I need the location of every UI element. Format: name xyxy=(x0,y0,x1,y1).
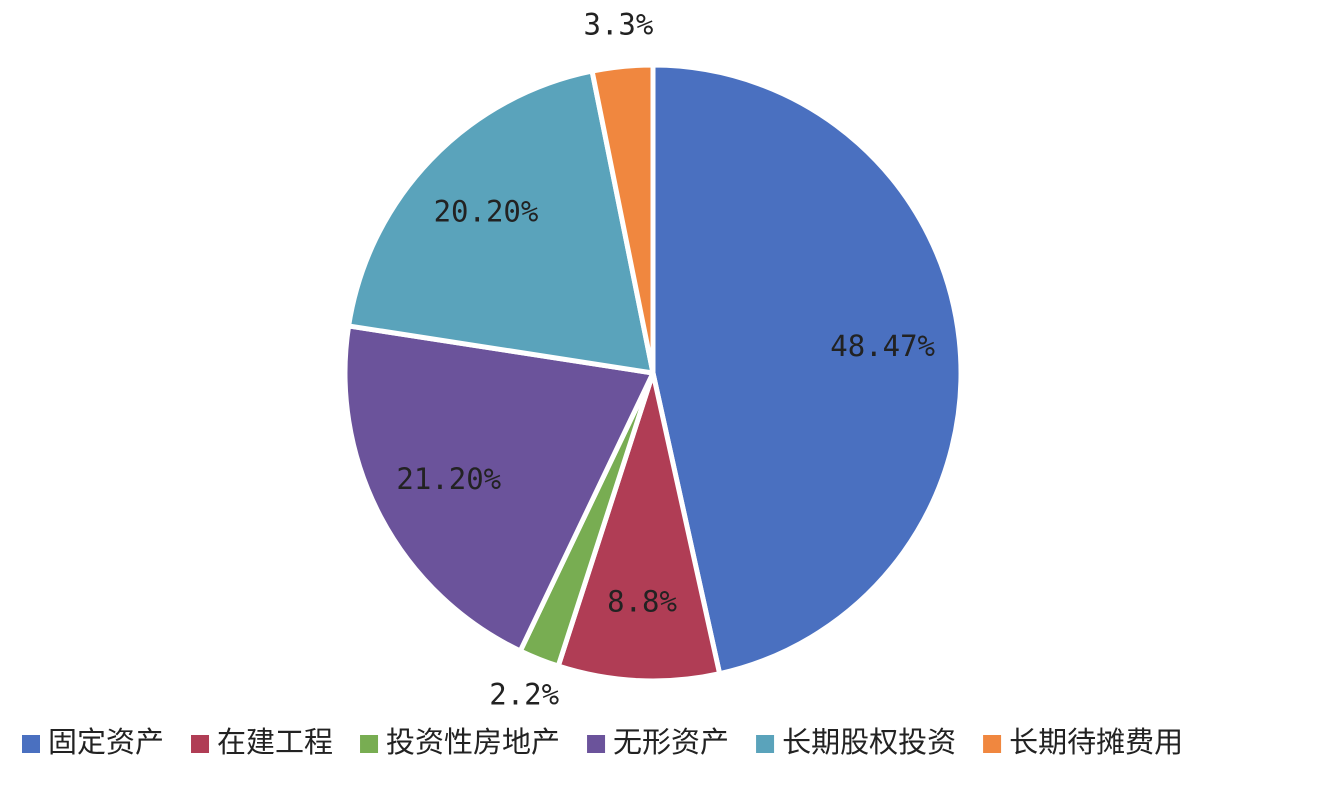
data-label: 21.20% xyxy=(396,462,501,496)
legend-swatch xyxy=(22,735,40,753)
legend-label: 无形资产 xyxy=(613,725,729,759)
data-label: 48.47% xyxy=(830,329,935,363)
data-label: 20.20% xyxy=(434,194,539,228)
pie-slice xyxy=(555,370,723,684)
data-label: 2.2% xyxy=(489,677,559,711)
pie-slice xyxy=(346,68,656,376)
pie-slice xyxy=(342,323,656,654)
legend-label: 长期股权投资 xyxy=(782,725,956,759)
data-label: 3.3% xyxy=(583,8,653,42)
legend-label: 长期待摊费用 xyxy=(1009,725,1183,759)
legend-label: 固定资产 xyxy=(48,725,164,759)
pie-slice xyxy=(589,62,656,376)
pie-slice xyxy=(650,62,964,677)
legend-swatch xyxy=(587,735,606,753)
legend-label: 投资性房地产 xyxy=(386,725,560,759)
data-label: 8.8% xyxy=(607,585,677,619)
legend-swatch xyxy=(756,735,775,753)
legend-label: 在建工程 xyxy=(217,725,333,759)
legend-swatch xyxy=(983,735,1002,753)
legend-swatch xyxy=(360,735,379,753)
legend-swatch xyxy=(191,735,210,753)
